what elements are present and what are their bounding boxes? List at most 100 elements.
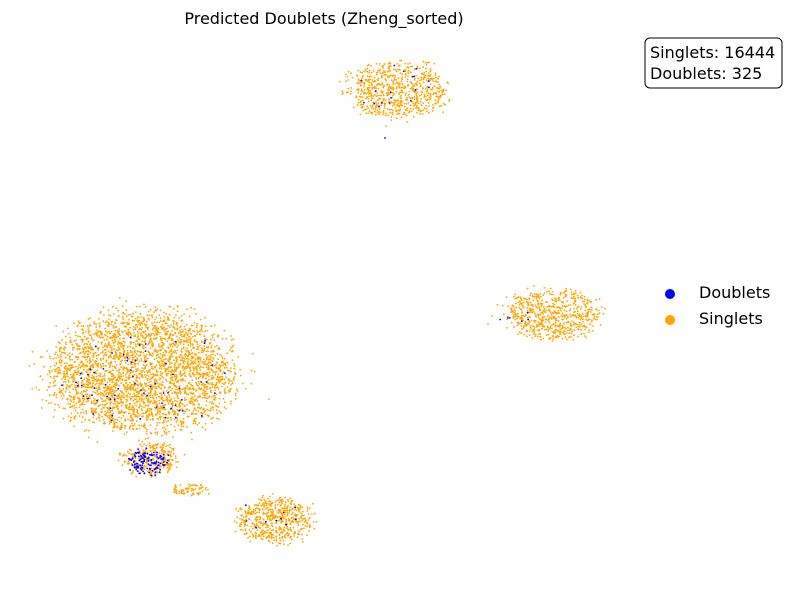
singlet-point xyxy=(141,371,143,373)
singlet-point xyxy=(526,335,528,338)
singlet-point xyxy=(78,374,81,377)
singlet-point xyxy=(140,334,142,337)
singlet-point xyxy=(595,316,598,318)
singlet-point xyxy=(186,363,189,365)
singlet-point xyxy=(46,373,49,376)
singlet-point xyxy=(267,497,269,500)
singlet-point xyxy=(210,422,213,424)
singlet-point xyxy=(562,292,565,294)
singlet-point xyxy=(116,397,119,400)
singlet-point xyxy=(516,315,519,318)
singlet-point xyxy=(88,395,91,397)
singlet-point xyxy=(122,355,125,357)
singlet-point xyxy=(373,87,376,90)
singlet-point xyxy=(405,73,407,75)
singlet-point xyxy=(107,350,110,352)
singlet-point xyxy=(137,412,140,415)
singlet-point xyxy=(193,375,196,377)
singlet-point xyxy=(127,383,129,386)
singlet-point xyxy=(408,90,411,93)
singlet-point xyxy=(118,368,121,371)
singlet-point xyxy=(190,397,193,400)
singlet-point xyxy=(203,393,206,395)
singlet-point xyxy=(202,408,205,411)
singlet-point xyxy=(376,79,379,81)
singlet-point xyxy=(531,294,534,297)
singlet-point xyxy=(125,390,128,392)
singlet-point xyxy=(58,359,61,362)
singlet-point xyxy=(146,428,148,431)
singlet-point xyxy=(86,369,89,371)
singlet-point xyxy=(248,511,251,514)
singlet-point xyxy=(89,344,91,347)
singlet-point xyxy=(187,344,190,347)
singlet-point xyxy=(170,398,173,400)
singlet-point xyxy=(398,112,401,115)
singlet-point xyxy=(62,384,65,386)
singlet-point xyxy=(125,401,128,403)
singlet-point xyxy=(106,397,108,400)
singlet-point xyxy=(169,399,172,402)
singlet-point xyxy=(180,423,183,426)
singlet-point xyxy=(198,387,201,389)
singlet-point xyxy=(580,305,583,308)
singlet-point xyxy=(551,305,553,308)
singlet-point xyxy=(175,374,178,377)
singlet-point xyxy=(395,78,398,81)
singlet-point xyxy=(129,333,132,335)
singlet-point xyxy=(165,380,168,383)
singlet-point xyxy=(91,338,94,341)
singlet-point xyxy=(146,314,149,317)
singlet-point xyxy=(538,297,541,300)
singlet-point xyxy=(431,88,433,91)
singlet-point xyxy=(69,420,72,422)
singlet-point xyxy=(425,90,428,93)
singlet-point xyxy=(218,367,221,370)
singlet-point xyxy=(572,295,575,298)
singlet-point xyxy=(514,297,516,300)
singlet-point xyxy=(153,350,156,352)
singlet-point xyxy=(161,399,164,402)
singlet-point xyxy=(169,377,172,380)
singlet-point xyxy=(149,407,151,410)
singlet-point xyxy=(187,415,190,418)
singlet-point xyxy=(113,397,116,400)
singlet-point xyxy=(63,351,66,354)
singlet-point xyxy=(94,411,97,413)
singlet-point xyxy=(109,314,112,317)
singlet-point xyxy=(89,381,92,384)
singlet-point xyxy=(200,347,203,350)
singlet-point xyxy=(180,350,183,353)
singlet-point xyxy=(263,498,266,501)
singlet-point xyxy=(127,321,129,324)
singlet-point xyxy=(548,304,551,307)
singlet-point xyxy=(136,350,139,353)
singlet-point xyxy=(190,359,192,362)
singlet-point xyxy=(223,383,226,386)
singlet-point xyxy=(254,512,257,515)
singlet-point xyxy=(93,321,96,323)
singlet-point xyxy=(393,93,396,95)
singlet-point xyxy=(370,94,373,97)
singlet-point xyxy=(53,375,56,377)
singlet-point xyxy=(175,376,178,378)
singlet-point xyxy=(102,354,105,357)
singlet-point xyxy=(82,351,85,353)
singlet-point xyxy=(428,74,431,77)
singlet-point xyxy=(542,306,545,308)
singlet-point xyxy=(572,339,575,341)
singlet-point xyxy=(71,343,74,346)
singlet-point xyxy=(140,358,143,360)
singlet-point xyxy=(516,317,518,320)
singlet-point xyxy=(98,386,101,389)
singlet-point xyxy=(151,362,153,365)
singlet-point xyxy=(593,313,595,315)
singlet-point xyxy=(131,417,133,420)
singlet-point xyxy=(116,329,119,332)
singlet-point xyxy=(201,426,204,429)
singlet-point xyxy=(79,366,82,369)
singlet-point xyxy=(583,296,586,298)
singlet-point xyxy=(137,316,139,319)
singlet-point xyxy=(196,324,198,327)
singlet-point xyxy=(41,378,44,381)
